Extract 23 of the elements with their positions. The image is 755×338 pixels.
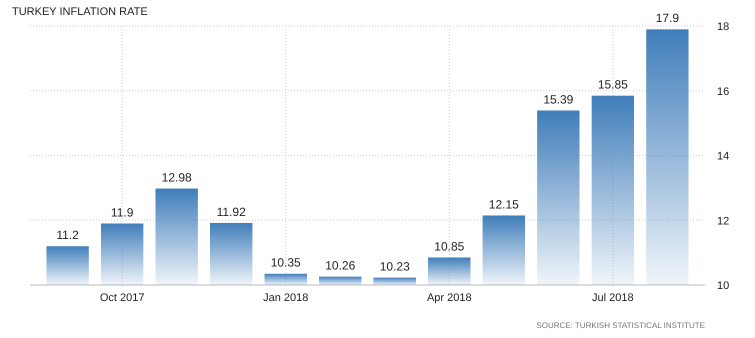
data-label: 11.2 [56,228,80,242]
x-tick-label: Apr 2018 [426,292,472,304]
chart-title: TURKEY INFLATION RATE [12,6,148,18]
data-label: 10.26 [325,258,356,273]
data-label: 12.98 [162,170,192,185]
data-label: 10.35 [270,256,302,270]
source-note: SOURCE: TURKISH STATISTICAL INSTITUTE [536,321,705,330]
y-tick-label: 12 [717,215,730,228]
x-tick-label: Jul 2018 [592,292,634,304]
y-tick-label: 16 [717,86,730,98]
y-tick-label: 10 [717,280,730,292]
data-label: 11.92 [216,204,246,219]
data-label: 11.9 [110,205,134,220]
data-label: 17.9 [656,11,680,26]
data-label: 12.15 [488,197,520,212]
data-label: 10.85 [434,239,465,254]
data-label: 15.39 [543,92,574,106]
data-label: 10.23 [380,260,410,274]
y-tick-label: 14 [717,150,730,162]
data-label: 15.85 [598,78,628,92]
y-tick-label: 18 [717,21,730,33]
x-tick-label: Oct 2017 [100,292,144,304]
x-tick-label: Jan 2018 [263,292,308,304]
